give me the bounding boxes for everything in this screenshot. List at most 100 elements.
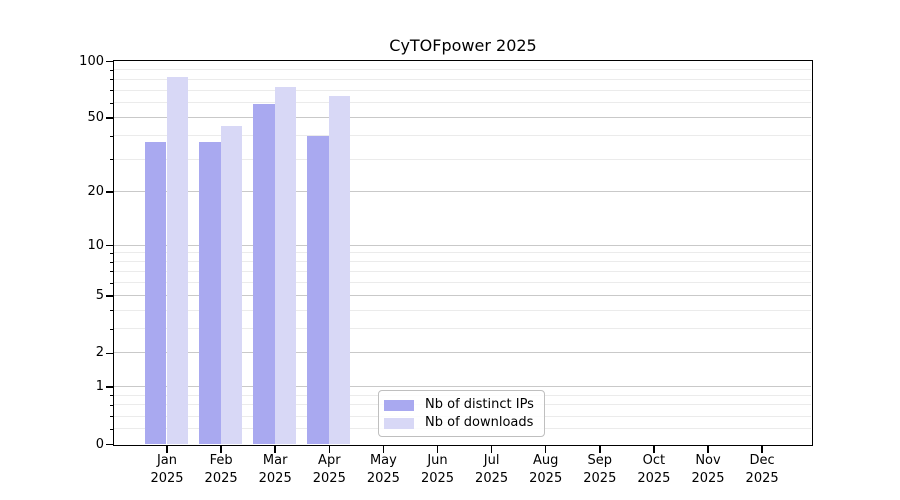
y-tick — [105, 295, 114, 297]
y-minor-tick — [109, 271, 114, 273]
x-tick-month: Feb — [209, 453, 233, 468]
y-minor-tick — [109, 395, 114, 397]
x-tick — [274, 446, 276, 453]
y-tick — [105, 191, 114, 193]
x-tick-year: 2025 — [258, 471, 292, 486]
minor-gridline — [114, 328, 811, 330]
y-tick-label: 20 — [87, 183, 104, 199]
x-tick-label: Jan 2025 — [132, 452, 202, 488]
y-minor-tick — [109, 69, 114, 71]
y-tick-label: 0 — [95, 436, 104, 452]
x-tick — [544, 446, 547, 453]
x-tick — [761, 446, 763, 453]
x-tick-label: Sep 2025 — [565, 452, 635, 488]
x-tick — [653, 446, 655, 453]
x-tick-month: Dec — [749, 453, 775, 468]
minor-gridline — [114, 158, 811, 160]
bar-feb-distinct-ips — [199, 142, 221, 444]
minor-gridline — [114, 89, 811, 91]
y-minor-tick — [109, 252, 114, 254]
bar-apr-downloads — [328, 96, 351, 444]
bar-jan-downloads — [166, 77, 189, 444]
bar-jan-distinct-ips — [144, 142, 167, 444]
bar-apr-distinct-ips — [307, 135, 329, 444]
x-tick — [707, 446, 709, 453]
bar-mar-distinct-ips — [253, 104, 275, 444]
x-tick — [220, 446, 222, 453]
y-tick — [105, 443, 114, 446]
x-tick — [166, 446, 168, 453]
x-tick-label: Jul 2025 — [457, 452, 527, 488]
major-gridline — [114, 244, 811, 246]
x-tick-year: 2025 — [366, 471, 400, 486]
major-gridline — [114, 352, 811, 354]
y-minor-tick — [109, 135, 114, 137]
x-tick-year: 2025 — [583, 471, 617, 486]
chart-title: CyTOFpower 2025 — [389, 36, 537, 55]
y-minor-tick — [109, 159, 114, 161]
x-tick-label: Jun 2025 — [403, 452, 473, 488]
x-tick-month: Apr — [318, 453, 341, 468]
y-minor-tick — [109, 261, 114, 263]
legend-item-distinct-ips: Nb of distinct IPs — [384, 396, 544, 414]
x-tick-year: 2025 — [475, 471, 509, 486]
x-tick-month: Nov — [695, 453, 721, 468]
x-tick-year: 2025 — [637, 471, 671, 486]
x-tick — [328, 446, 331, 453]
x-tick-year: 2025 — [691, 471, 725, 486]
x-tick-year: 2025 — [204, 471, 238, 486]
y-minor-tick — [109, 90, 114, 92]
y-tick-label: 1 — [95, 378, 104, 394]
y-minor-tick — [109, 310, 114, 312]
y-tick-label: 10 — [87, 237, 104, 253]
x-tick-year: 2025 — [312, 471, 346, 486]
major-gridline — [114, 190, 811, 192]
x-tick-year: 2025 — [420, 471, 455, 486]
x-tick-month: Jun — [427, 453, 448, 468]
x-tick — [382, 446, 385, 453]
x-tick-year: 2025 — [745, 471, 779, 486]
x-tick-label: Apr 2025 — [294, 452, 364, 488]
y-tick-label: 100 — [79, 53, 104, 69]
x-tick — [490, 446, 493, 453]
y-tick-label: 5 — [95, 287, 104, 303]
plot-area — [113, 60, 813, 446]
x-tick-month: Jan — [156, 453, 178, 468]
x-tick — [599, 446, 601, 453]
legend-swatch-downloads — [384, 417, 414, 429]
x-tick-month: Aug — [532, 453, 559, 468]
minor-gridline — [114, 261, 811, 263]
x-tick-month: May — [369, 453, 397, 468]
x-tick-year: 2025 — [150, 471, 184, 486]
bar-mar-downloads — [274, 86, 297, 444]
x-tick-month: Sep — [587, 453, 613, 468]
minor-gridline — [114, 252, 811, 254]
x-tick-label: Oct 2025 — [619, 452, 689, 488]
y-minor-tick — [109, 79, 114, 81]
major-gridline — [114, 294, 811, 296]
major-gridline — [114, 117, 811, 119]
x-tick — [436, 446, 439, 453]
y-tick — [105, 386, 114, 388]
y-minor-tick — [109, 428, 114, 430]
x-tick-label: Feb 2025 — [186, 452, 256, 488]
y-tick — [105, 117, 114, 119]
legend-label-distinct-ips: Nb of distinct IPs — [425, 397, 534, 412]
legend-item-downloads: Nb of downloads — [384, 414, 544, 432]
major-gridline — [114, 385, 811, 387]
legend-swatch-distinct-ips — [384, 399, 414, 411]
x-tick-label: Nov 2025 — [673, 452, 743, 488]
x-tick-label: May 2025 — [348, 452, 418, 488]
x-tick-month: Oct — [642, 453, 666, 468]
x-tick-month: Jul — [483, 453, 500, 468]
minor-gridline — [114, 102, 811, 104]
y-tick — [105, 60, 114, 63]
x-tick-year: 2025 — [529, 471, 563, 486]
bar-feb-downloads — [220, 126, 243, 444]
y-minor-tick — [109, 282, 114, 284]
minor-gridline — [114, 78, 811, 80]
x-tick-label: Mar 2025 — [240, 452, 310, 488]
minor-gridline — [114, 309, 811, 311]
y-tick-label: 50 — [87, 110, 104, 126]
